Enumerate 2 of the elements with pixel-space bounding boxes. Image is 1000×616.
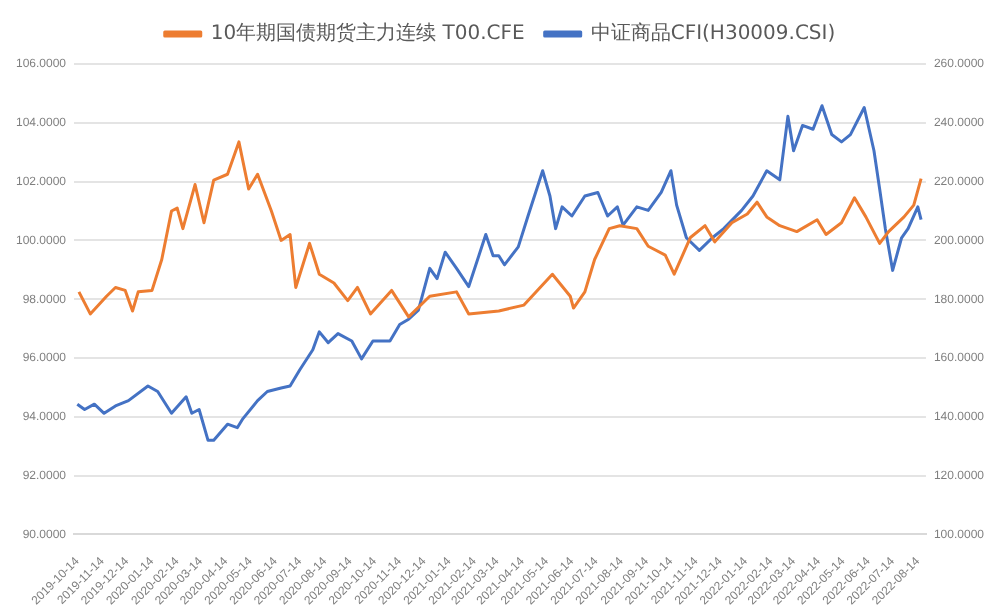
legend-label: 10年期国债期货主力连续 T00.CFE bbox=[210, 21, 525, 46]
legend-label: 中证商品CFI(H30009.CSI) bbox=[590, 21, 836, 46]
